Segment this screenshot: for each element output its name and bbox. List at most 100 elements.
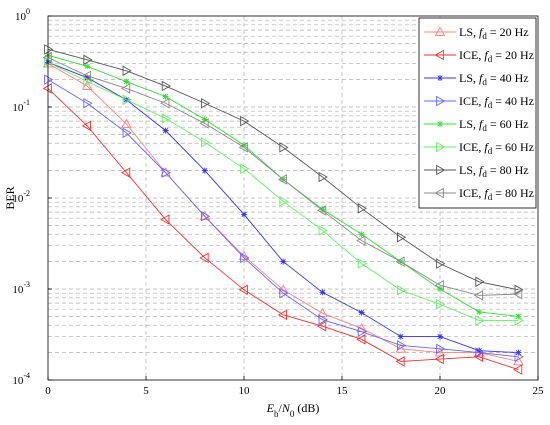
legend-entry: LS, fd = 40 Hz	[424, 71, 529, 87]
x-tick-label: 10	[239, 385, 251, 397]
data-point	[199, 252, 209, 264]
data-point	[123, 78, 130, 85]
data-point	[122, 94, 132, 106]
data-point	[44, 74, 54, 85]
y-tick-label: 10-2	[12, 189, 30, 205]
data-point	[240, 252, 250, 264]
data-point	[122, 65, 132, 77]
data-point	[475, 315, 485, 326]
data-point	[280, 258, 287, 265]
data-point	[514, 284, 524, 296]
data-point	[122, 127, 132, 139]
data-point	[318, 314, 328, 325]
legend-marker	[434, 49, 444, 61]
data-point	[514, 315, 524, 326]
series-line	[47, 61, 519, 322]
data-point	[436, 298, 446, 310]
data-point	[475, 347, 485, 358]
legend-entry: LS, fd = 60 Hz	[424, 117, 529, 133]
series-line	[47, 57, 519, 296]
data-point	[161, 167, 172, 178]
legend-entry: LS, fd = 80 Hz	[424, 163, 529, 179]
data-point	[121, 118, 132, 128]
data-point	[395, 256, 405, 267]
data-point	[161, 80, 172, 92]
series-line	[47, 79, 519, 358]
legend-box	[418, 17, 537, 209]
data-point	[277, 309, 288, 321]
data-point	[436, 258, 446, 269]
data-point	[84, 74, 91, 81]
legend-label: ICE, fd = 40 Hz	[459, 94, 534, 110]
data-point	[81, 120, 92, 132]
data-point	[162, 127, 169, 134]
x-tick-label: 5	[143, 385, 149, 397]
legend-marker	[436, 164, 446, 176]
data-point	[279, 142, 289, 153]
data-point	[358, 231, 365, 238]
series-line	[47, 88, 519, 371]
data-point	[200, 210, 211, 222]
x-tick-label: 20	[435, 385, 447, 397]
data-point	[356, 334, 366, 345]
legend-marker	[437, 75, 443, 81]
data-point	[319, 289, 326, 296]
x-tick-label: 0	[45, 385, 51, 397]
data-point	[279, 287, 289, 299]
data-point	[396, 284, 407, 296]
data-point	[476, 308, 483, 315]
data-point	[395, 343, 407, 353]
data-point	[395, 356, 405, 367]
series-7	[42, 52, 523, 301]
x-tick-label: 25	[533, 385, 545, 397]
data-point	[83, 76, 93, 87]
legend-entry: ICE, fd = 40 Hz	[424, 94, 534, 110]
data-point	[81, 70, 92, 82]
legend-marker	[437, 121, 443, 127]
data-point	[316, 205, 327, 216]
data-point	[160, 167, 171, 177]
data-point	[199, 210, 211, 221]
series-3	[44, 74, 524, 363]
x-tick-label: 15	[337, 385, 349, 397]
data-point	[397, 333, 404, 340]
data-point	[200, 136, 211, 148]
y-tick-label: 10-4	[12, 371, 30, 387]
y-tick-label: 10-3	[12, 280, 30, 296]
data-series	[42, 44, 524, 375]
data-point	[160, 97, 170, 109]
data-point	[473, 290, 484, 301]
data-point	[357, 326, 368, 337]
legend-entry: ICE, fd = 20 Hz	[424, 48, 534, 64]
data-point	[437, 286, 443, 292]
legend-label: LS, fd = 20 Hz	[459, 25, 529, 41]
legend-label: LS, fd = 80 Hz	[459, 163, 529, 179]
y-axis-ticks: 100 10-1 10-2 10-3 10-4	[12, 7, 52, 387]
data-point	[437, 333, 443, 340]
data-point	[434, 353, 444, 365]
data-point	[357, 203, 368, 214]
legend: LS, fd = 20 Hz ICE, fd = 20 Hz LS, fd = 40…	[418, 17, 537, 209]
data-point	[240, 163, 250, 174]
data-point	[199, 118, 209, 129]
data-point	[200, 97, 211, 109]
series-line	[47, 63, 519, 362]
legend-label: LS, fd = 40 Hz	[459, 71, 529, 87]
data-point	[120, 83, 131, 94]
legend-entry: ICE, fd = 60 Hz	[424, 140, 534, 156]
series-line	[47, 48, 519, 291]
y-axis-label: BER	[3, 186, 17, 209]
data-point	[357, 258, 368, 269]
data-point	[238, 142, 248, 153]
y-tick-label: 10-1	[12, 98, 30, 114]
data-point	[318, 225, 328, 236]
data-point	[241, 211, 247, 218]
data-point	[240, 115, 250, 127]
legend-entry: LS, fd = 20 Hz	[424, 25, 529, 41]
data-point	[84, 63, 91, 70]
data-point	[434, 279, 444, 291]
data-point	[396, 232, 407, 243]
y-tick-label: 100	[15, 7, 30, 23]
data-point	[83, 54, 93, 66]
